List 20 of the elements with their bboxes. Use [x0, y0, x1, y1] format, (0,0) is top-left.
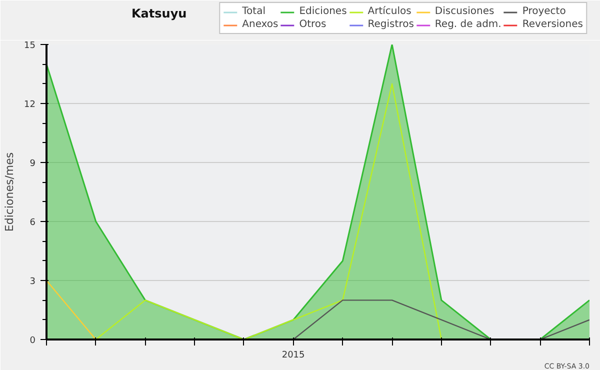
y-tick-label: 6 [30, 218, 36, 228]
legend-label: Reversiones [522, 19, 583, 30]
line-series [95, 83, 442, 340]
y-tick-label: 9 [30, 159, 36, 169]
legend-label: Proyecto [522, 6, 566, 17]
legend-label: Ediciones [299, 6, 347, 17]
x-tick-label: 2015 [282, 350, 305, 360]
y-tick-label: 0 [30, 336, 36, 346]
y-tick-label: 15 [24, 41, 36, 51]
legend-label: Discusiones [434, 6, 494, 17]
legend-label: Total [242, 6, 266, 17]
chart-title: Katsuyu [132, 6, 187, 20]
legend-label: Artículos [368, 6, 412, 17]
legend-label: Registros [368, 19, 414, 30]
legend-label: Anexos [242, 19, 278, 30]
y-axis-title: Ediciones/mes [3, 152, 16, 232]
y-tick-label: 12 [24, 100, 36, 110]
legend-label: Otros [299, 19, 326, 30]
y-tick-label: 3 [30, 277, 36, 287]
legend-label: Reg. de adm. [434, 19, 502, 30]
